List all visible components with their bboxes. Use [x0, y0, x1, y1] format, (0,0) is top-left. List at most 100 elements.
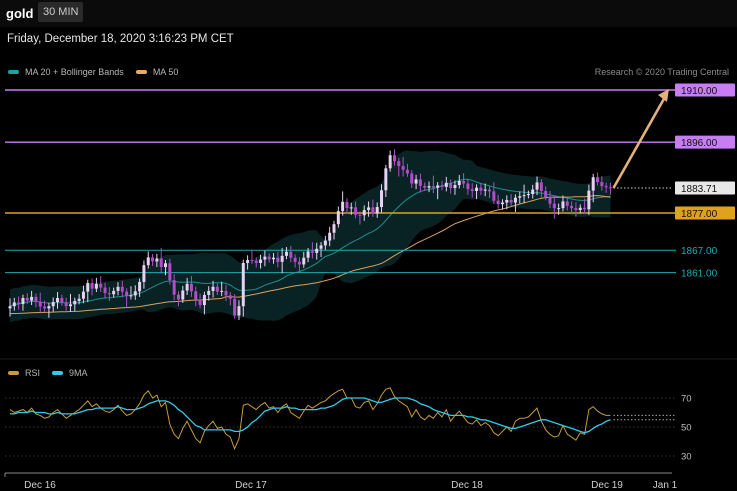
candle-body: [444, 182, 448, 187]
candle-body: [120, 286, 124, 292]
candle-body: [431, 186, 435, 188]
candle-body: [384, 168, 388, 191]
candle-body: [440, 185, 444, 187]
candle-body: [509, 199, 513, 203]
candle-body: [427, 186, 431, 188]
ma20-swatch: [8, 70, 19, 74]
level-label-1861.00: 1861.00: [681, 268, 718, 279]
candle-body: [51, 302, 55, 307]
candle-body: [323, 240, 327, 246]
candle-body: [500, 202, 504, 205]
rsi-swatch: [8, 371, 19, 375]
candle-body: [587, 190, 591, 210]
candle-body: [436, 185, 440, 188]
bollinger-band: [10, 150, 611, 323]
ma50-line: [9, 195, 611, 315]
candle-body: [539, 182, 543, 192]
candle-body: [142, 265, 146, 282]
candle-body: [181, 290, 185, 300]
rsi-line: [9, 387, 611, 451]
candle-body: [483, 189, 487, 191]
candle-body: [267, 256, 271, 260]
candle-body: [570, 205, 574, 209]
candle-body: [362, 210, 366, 216]
candle-body: [228, 295, 232, 299]
candle-body: [466, 183, 470, 190]
candle-body: [60, 297, 64, 303]
candle-body: [246, 259, 250, 263]
candle-body: [518, 196, 522, 198]
candle-body: [38, 301, 42, 307]
target-arrow-shaft: [612, 96, 667, 189]
candle-body: [418, 179, 422, 186]
candle-body: [548, 196, 552, 204]
candle-body: [146, 257, 150, 266]
candle-body: [462, 180, 466, 184]
candle-body: [99, 283, 103, 288]
candle-body: [151, 257, 155, 262]
candle-body: [159, 258, 163, 268]
level-tag-1896.00: [675, 135, 735, 149]
candle-body: [241, 262, 245, 307]
candle-body: [237, 306, 241, 316]
candle-body: [306, 251, 310, 258]
candle-body: [43, 306, 47, 309]
candle-body: [250, 259, 254, 261]
level-label-1877.00: 1877.00: [681, 209, 718, 220]
top-bar: gold 30 MIN: [0, 0, 737, 27]
candle-body: [103, 287, 107, 294]
timeframe-button[interactable]: 30 MIN: [38, 2, 84, 22]
candle-body: [164, 263, 168, 268]
candle-body: [8, 306, 12, 309]
level-label-1910.00: 1910.00: [681, 86, 718, 97]
candle-body: [284, 251, 288, 256]
target-arrow-head: [658, 89, 669, 102]
candle-body: [388, 155, 392, 169]
legend-ma50-label: MA 50: [152, 67, 179, 77]
candle-body: [505, 199, 509, 203]
candle-body: [30, 296, 34, 301]
candle-body: [12, 302, 16, 307]
x-tick-dec-18: Dec 18: [451, 480, 483, 491]
candle-body: [185, 283, 189, 291]
main-legend: MA 20 + Bollinger Bands MA 50: [8, 67, 178, 77]
candle-body: [457, 180, 461, 186]
candle-body: [202, 295, 206, 306]
candle-body: [552, 203, 556, 209]
candle-body: [56, 297, 60, 303]
ma50-swatch: [135, 70, 147, 74]
candle-body: [259, 259, 263, 263]
candle-body: [479, 187, 483, 191]
candle-body: [414, 179, 418, 184]
candle-body: [289, 251, 293, 258]
rsi-tick-50: 50: [681, 423, 692, 434]
candle-body: [107, 293, 111, 295]
candle-body: [176, 294, 180, 300]
x-tick-dec-16: Dec 16: [24, 480, 56, 491]
candle-body: [557, 208, 561, 210]
candle-body: [90, 283, 94, 289]
candle-body: [73, 300, 77, 305]
ma20-line: [9, 178, 611, 307]
candle-body: [371, 207, 375, 214]
candle-body: [423, 185, 427, 188]
candle-body: [207, 290, 211, 295]
candle-body: [293, 257, 297, 262]
legend-9ma-label: 9MA: [69, 368, 88, 378]
candle-body: [341, 201, 345, 212]
level-tag-1877.00: [675, 206, 735, 220]
candle-body: [315, 248, 319, 253]
candle-body: [254, 260, 258, 263]
candle-body: [125, 291, 129, 297]
candle-body: [349, 207, 353, 209]
candle-body: [392, 155, 396, 162]
candle-body: [68, 304, 72, 307]
last-price-tag: [675, 181, 735, 195]
candle-body: [475, 187, 479, 192]
candle-body: [375, 207, 379, 214]
candle-body: [276, 257, 280, 262]
candle-body: [328, 232, 332, 241]
candle-body: [138, 281, 142, 292]
candle-body: [604, 186, 608, 188]
